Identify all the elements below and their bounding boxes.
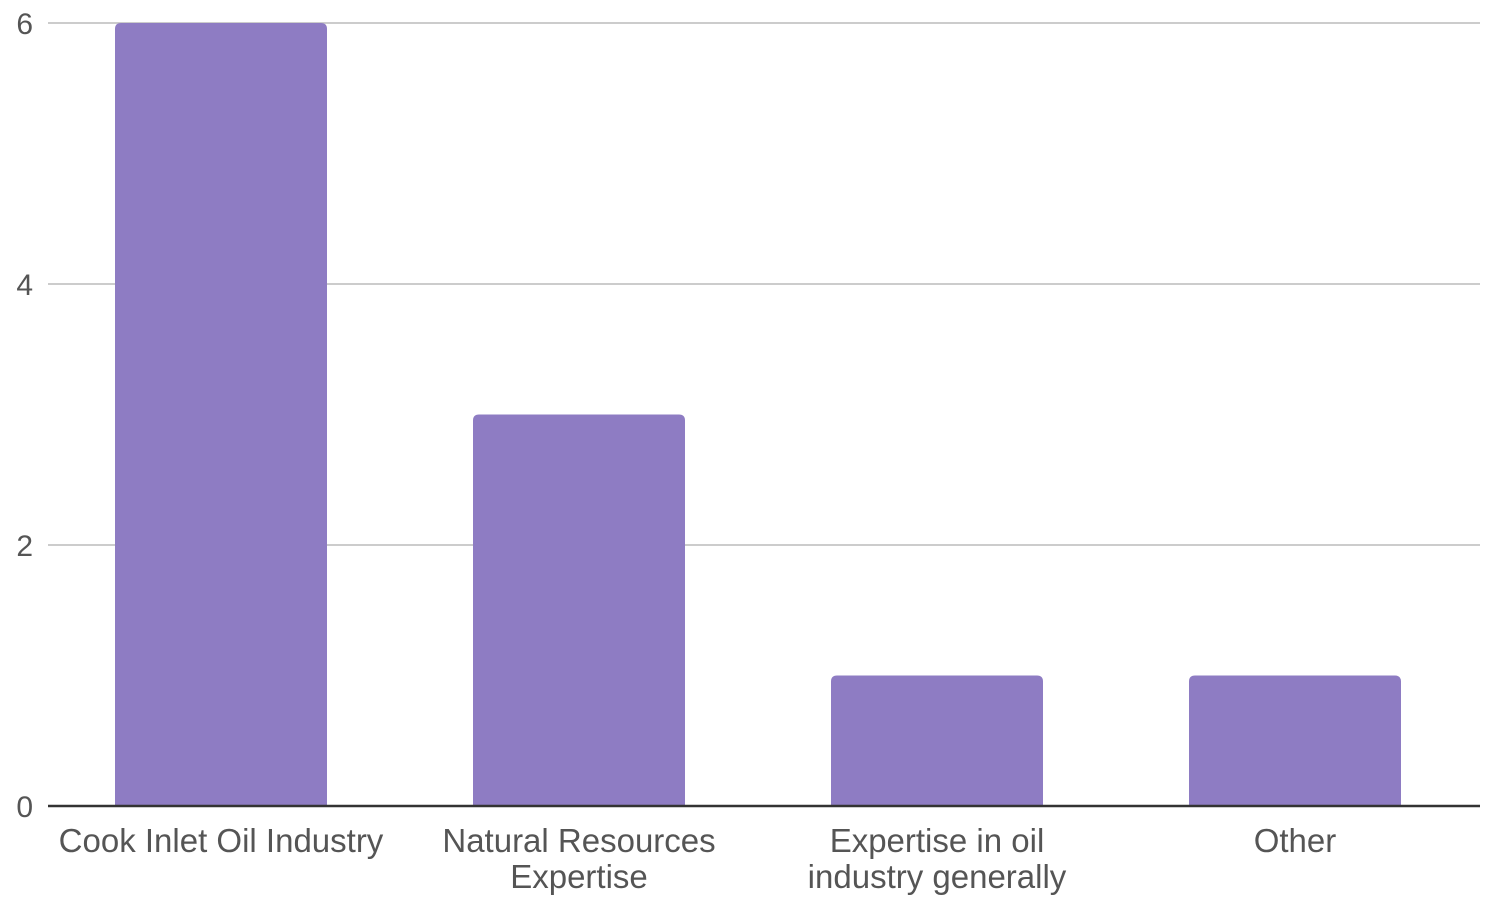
x-tick-label: Other xyxy=(1254,822,1337,859)
y-axis: 0 2 4 6 xyxy=(16,8,33,824)
y-tick-label: 0 xyxy=(16,791,33,824)
x-axis: Cook Inlet Oil Industry Natural Resources… xyxy=(48,804,1480,895)
y-tick-label: 4 xyxy=(16,269,33,302)
bars xyxy=(115,23,1401,806)
x-tick-label: Natural Resources xyxy=(442,822,715,859)
x-tick-label: Cook Inlet Oil Industry xyxy=(59,822,384,859)
bar-other xyxy=(1189,675,1401,806)
y-tick-label: 2 xyxy=(16,530,33,563)
bar-natural-resources-expertise xyxy=(473,414,685,806)
x-tick-label: Expertise in oil xyxy=(830,822,1045,859)
y-tick-label: 6 xyxy=(16,8,33,41)
bar-expertise-in-oil-industry-generally xyxy=(831,675,1043,806)
x-tick-label: Expertise xyxy=(510,858,648,895)
x-tick-label: industry generally xyxy=(808,858,1067,895)
bar-cook-inlet-oil-industry xyxy=(115,23,327,806)
